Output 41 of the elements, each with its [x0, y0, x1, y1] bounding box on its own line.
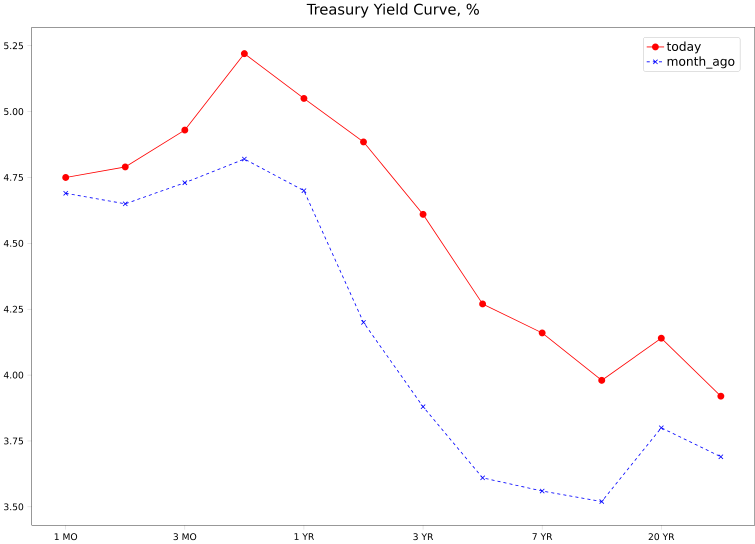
point — [540, 488, 545, 494]
x-tick-label: 1 MO — [54, 533, 78, 540]
point — [598, 377, 606, 384]
x-tick-label: 1 YR — [294, 533, 314, 540]
y-tick-label: 3.50 — [4, 504, 24, 511]
point — [538, 330, 546, 337]
y-tick-label: 4.50 — [4, 240, 24, 248]
point — [480, 475, 486, 481]
point — [122, 201, 128, 207]
y-tick-label: 4.75 — [4, 174, 24, 182]
point — [360, 320, 366, 326]
x-tick-label: 20 YR — [648, 533, 674, 540]
point — [240, 50, 248, 58]
point — [63, 190, 68, 196]
legend-label: month_ago — [668, 56, 734, 69]
point — [360, 138, 367, 146]
point — [122, 164, 129, 171]
point — [718, 454, 724, 460]
legend-label: today — [666, 42, 701, 54]
point — [420, 211, 427, 218]
chart-title: Treasury Yield Curve, % — [306, 4, 479, 18]
point — [182, 180, 188, 186]
point — [300, 95, 308, 102]
y-tick-label: 4.25 — [4, 306, 24, 313]
x-tick-label: 7 YR — [532, 533, 552, 540]
y-tick-label: 3.75 — [4, 438, 24, 445]
y-tick-label: 4.00 — [4, 372, 24, 379]
point — [242, 156, 247, 162]
x-tick-label: 3 YR — [413, 533, 434, 540]
point — [658, 425, 664, 431]
y-tick-label: 5.25 — [4, 42, 24, 50]
point — [181, 126, 188, 134]
point — [717, 392, 724, 400]
point — [658, 334, 665, 342]
x-tick-label: 3 MO — [174, 533, 196, 540]
y-tick-label: 5.00 — [4, 108, 24, 116]
point — [420, 404, 426, 410]
point — [479, 300, 486, 308]
point — [301, 188, 307, 194]
point — [62, 174, 70, 182]
point — [599, 499, 604, 504]
